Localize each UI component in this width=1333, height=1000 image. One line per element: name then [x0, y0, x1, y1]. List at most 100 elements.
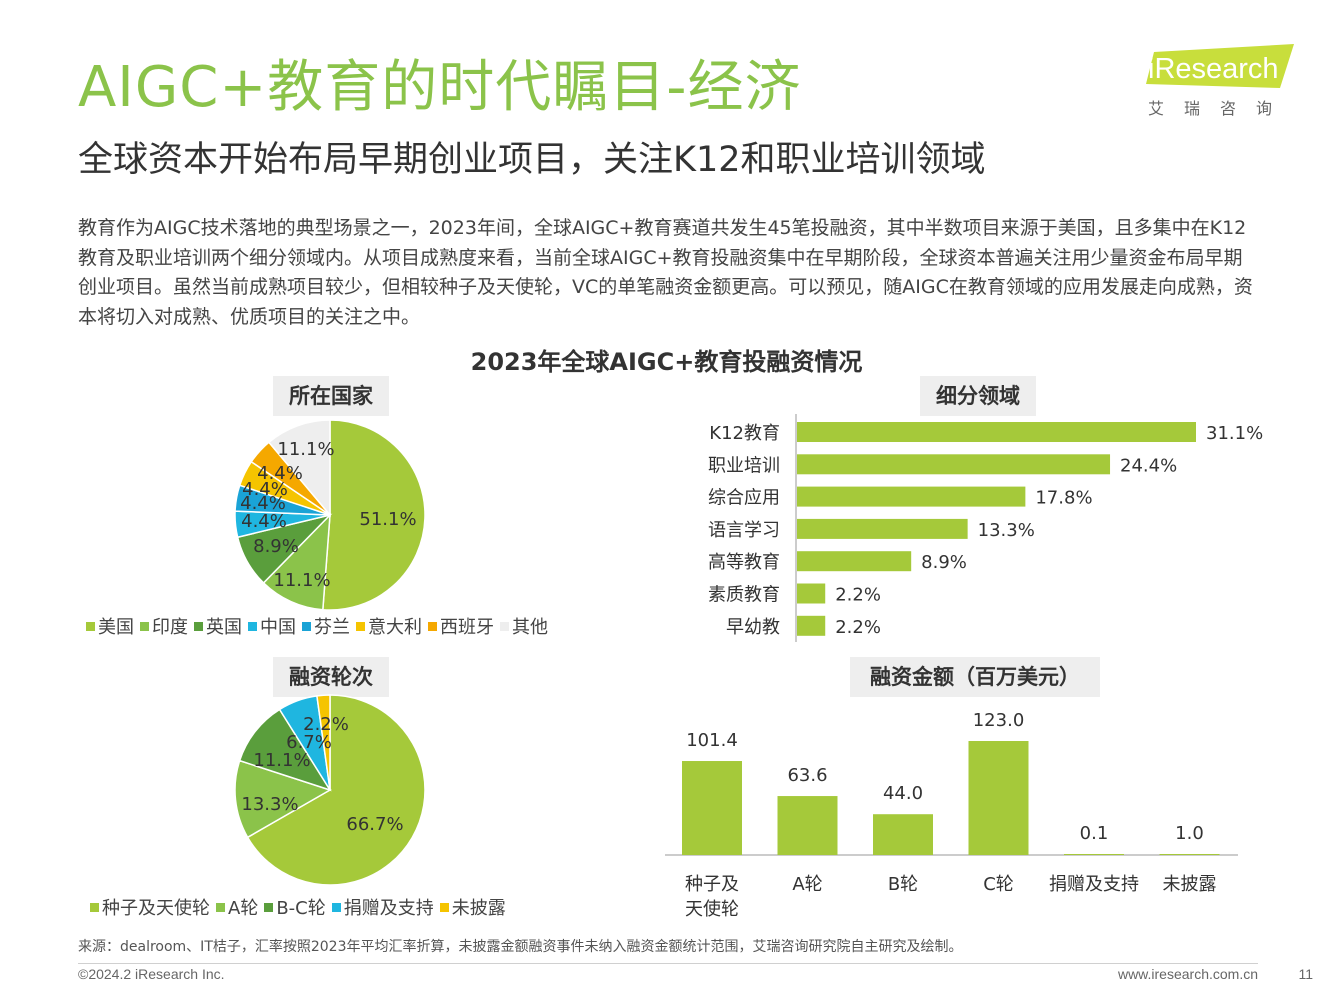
amount-bar: [968, 741, 1029, 855]
legend-label: 芬兰: [314, 617, 350, 638]
country-data-label: 4.4%: [257, 463, 303, 484]
country-data-label: 4.4%: [241, 511, 287, 532]
segment-bar: [797, 422, 1196, 442]
legend-label: 种子及天使轮: [102, 898, 210, 919]
amount-category-label: 种子及: [685, 874, 739, 895]
amount-value-label: 44.0: [883, 783, 923, 804]
segment-category-label: 语言学习: [708, 520, 780, 541]
segment-value-label: 2.2%: [835, 585, 881, 606]
segment-value-label: 17.8%: [1035, 488, 1092, 509]
amount-value-label: 123.0: [973, 710, 1025, 731]
segment-bar: [797, 583, 826, 604]
segment-category-label: 高等教育: [708, 552, 780, 573]
round-legend-item: B-C轮: [264, 894, 326, 920]
page-number: 11: [1298, 966, 1313, 982]
legend-label: 印度: [152, 617, 188, 638]
legend-swatch: [331, 903, 341, 912]
legend-swatch: [216, 903, 225, 912]
amount-category-label: C轮: [983, 874, 1014, 895]
round-legend-item: 捐赠及支持: [331, 894, 434, 920]
legend-label: 捐赠及支持: [343, 898, 434, 919]
round-slice: [316, 694, 331, 791]
country-slice: [262, 513, 331, 611]
segment-bar-chart: K12教育 31.1% 职业培训 24.4% 综合应用 17.8% 语言学习 13.3% 高等教…: [708, 414, 1263, 642]
country-legend-item: 芬兰: [302, 613, 350, 639]
country-legend-item: 美国: [86, 613, 134, 639]
copyright: ©2024.2 iResearch Inc.: [78, 966, 225, 982]
round-data-label: 2.2%: [303, 714, 349, 735]
round-data-label: 13.3%: [241, 794, 298, 815]
amount-category-label: B轮: [888, 874, 918, 895]
legend-label: 意大利: [368, 617, 422, 638]
country-legend-item: 英国: [194, 613, 242, 639]
segment-bar: [797, 454, 1111, 475]
country-pie-chart: 51.1%11.1%8.9%4.4%4.4%4.4%4.4%11.1%: [234, 419, 426, 611]
legend-label: 美国: [98, 617, 134, 638]
legend-swatch: [302, 622, 311, 631]
legend-label: 中国: [260, 617, 296, 638]
legend-label: A轮: [228, 898, 259, 919]
amount-chart-title: 融资金额（百万美元）: [850, 657, 1100, 697]
country-data-label: 8.9%: [253, 536, 299, 557]
main-chart-title: 2023年全球AIGC+教育投融资情况: [470, 348, 863, 376]
round-legend: 种子及天使轮 A轮 B-C轮 捐赠及支持 未披露: [90, 894, 512, 920]
legend-swatch: [248, 622, 257, 631]
country-legend-item: 意大利: [356, 613, 422, 639]
segment-value-label: 2.2%: [835, 617, 881, 638]
amount-bar-chart: 101.4 种子及天使轮 63.6 A轮 44.0 B轮 123.0 C轮 0.1 捐赠及支持 1.…: [665, 710, 1238, 920]
segment-bar: [797, 551, 912, 572]
country-slice: [322, 419, 426, 611]
amount-bar: [1064, 854, 1124, 855]
legend-swatch: [194, 622, 203, 631]
footer-divider: [78, 963, 1258, 964]
legend-label: 未披露: [451, 898, 506, 919]
segment-category-label: 早幼教: [726, 617, 780, 638]
amount-value-label: 0.1: [1080, 823, 1109, 844]
segment-value-label: 13.3%: [978, 520, 1035, 541]
segment-bar: [797, 518, 968, 539]
source-note: 来源：dealroom、IT桔子，汇率按照2023年平均汇率折算，未披露金额融资…: [78, 939, 963, 955]
amount-value-label: 101.4: [686, 730, 738, 751]
round-data-label: 6.7%: [286, 732, 332, 753]
legend-label: 英国: [206, 617, 242, 638]
amount-category-label: 未披露: [1163, 874, 1217, 895]
country-legend-item: 中国: [248, 613, 296, 639]
round-data-label: 11.1%: [253, 750, 310, 771]
segment-category-label: 职业培训: [708, 455, 780, 476]
amount-bar: [777, 796, 838, 855]
segment-category-label: K12教育: [709, 423, 780, 444]
round-slice: [234, 759, 332, 839]
country-slice: [267, 419, 331, 518]
country-chart-title: 所在国家: [273, 376, 389, 416]
round-legend-item: A轮: [216, 894, 258, 920]
intro-paragraph: 教育作为AIGC技术落地的典型场景之一，2023年间，全球AIGC+教育赛道共发…: [78, 217, 1253, 328]
round-slice: [238, 708, 332, 792]
segment-bar: [797, 615, 826, 636]
round-chart-title: 融资轮次: [273, 657, 389, 697]
amount-category-label: A轮: [792, 874, 822, 895]
country-legend-item: 印度: [140, 613, 188, 639]
page-subtitle: 全球资本开始布局早期创业项目，关注K12和职业培训领域: [78, 140, 986, 180]
logo-wordmark: iResearch: [1148, 53, 1279, 85]
amount-value-label: 1.0: [1175, 823, 1204, 844]
round-legend-item: 种子及天使轮: [90, 894, 210, 920]
legend-swatch: [439, 903, 449, 912]
segment-value-label: 24.4%: [1120, 455, 1177, 476]
segment-chart-title: 细分领域: [920, 376, 1036, 416]
legend-swatch: [356, 622, 365, 631]
amount-category-label: 天使轮: [685, 899, 739, 920]
segment-value-label: 31.1%: [1206, 423, 1263, 444]
country-data-label: 11.1%: [277, 439, 334, 460]
legend-swatch: [264, 903, 274, 912]
legend-label: 西班牙: [440, 617, 494, 638]
website-link[interactable]: www.iresearch.com.cn: [1117, 966, 1258, 982]
country-data-label: 51.1%: [359, 509, 416, 530]
country-legend-item: 其他: [500, 613, 548, 639]
logo-chinese: 艾瑞咨询: [1148, 99, 1293, 118]
amount-bar: [873, 814, 933, 855]
legend-swatch: [86, 622, 95, 631]
legend-swatch: [140, 622, 149, 631]
round-data-label: 66.7%: [346, 814, 403, 835]
legend-label: 其他: [512, 617, 548, 638]
page-title: AIGC+教育的时代瞩目-经济: [78, 55, 802, 120]
